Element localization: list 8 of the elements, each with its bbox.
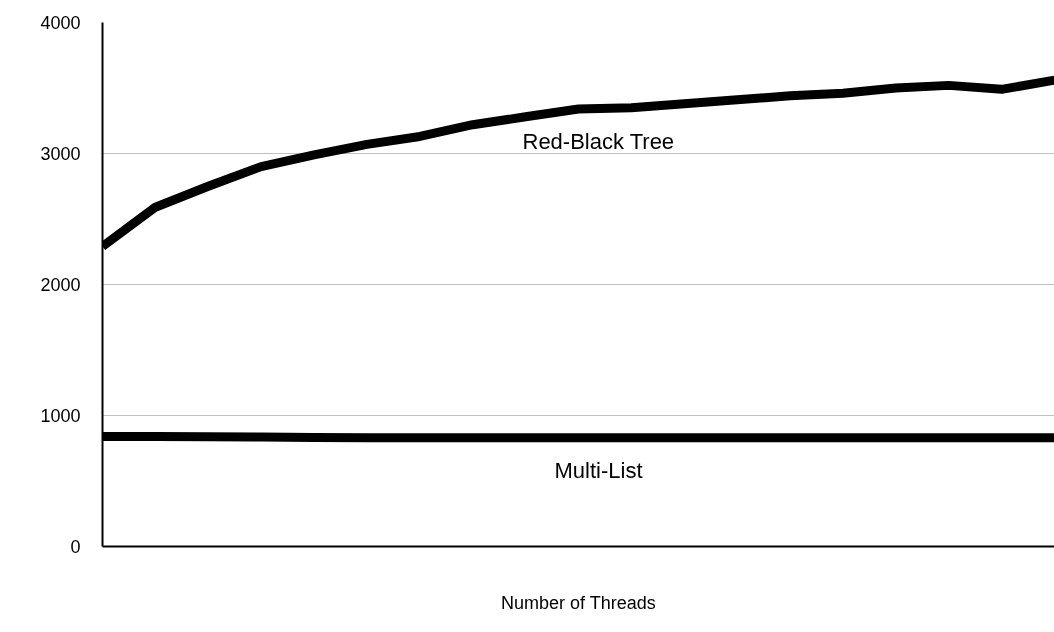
y-tick-label: 4000 [40,13,81,33]
y-tick-label: 3000 [40,144,81,164]
y-tick-label: 1000 [40,406,81,426]
series-label: Multi-List [554,457,643,483]
y-tick-label: 2000 [40,275,81,295]
series-label: Red-Black Tree [522,128,675,154]
x-axis-title: Number of Threads [500,592,656,613]
y-tick-label: 0 [70,537,81,557]
